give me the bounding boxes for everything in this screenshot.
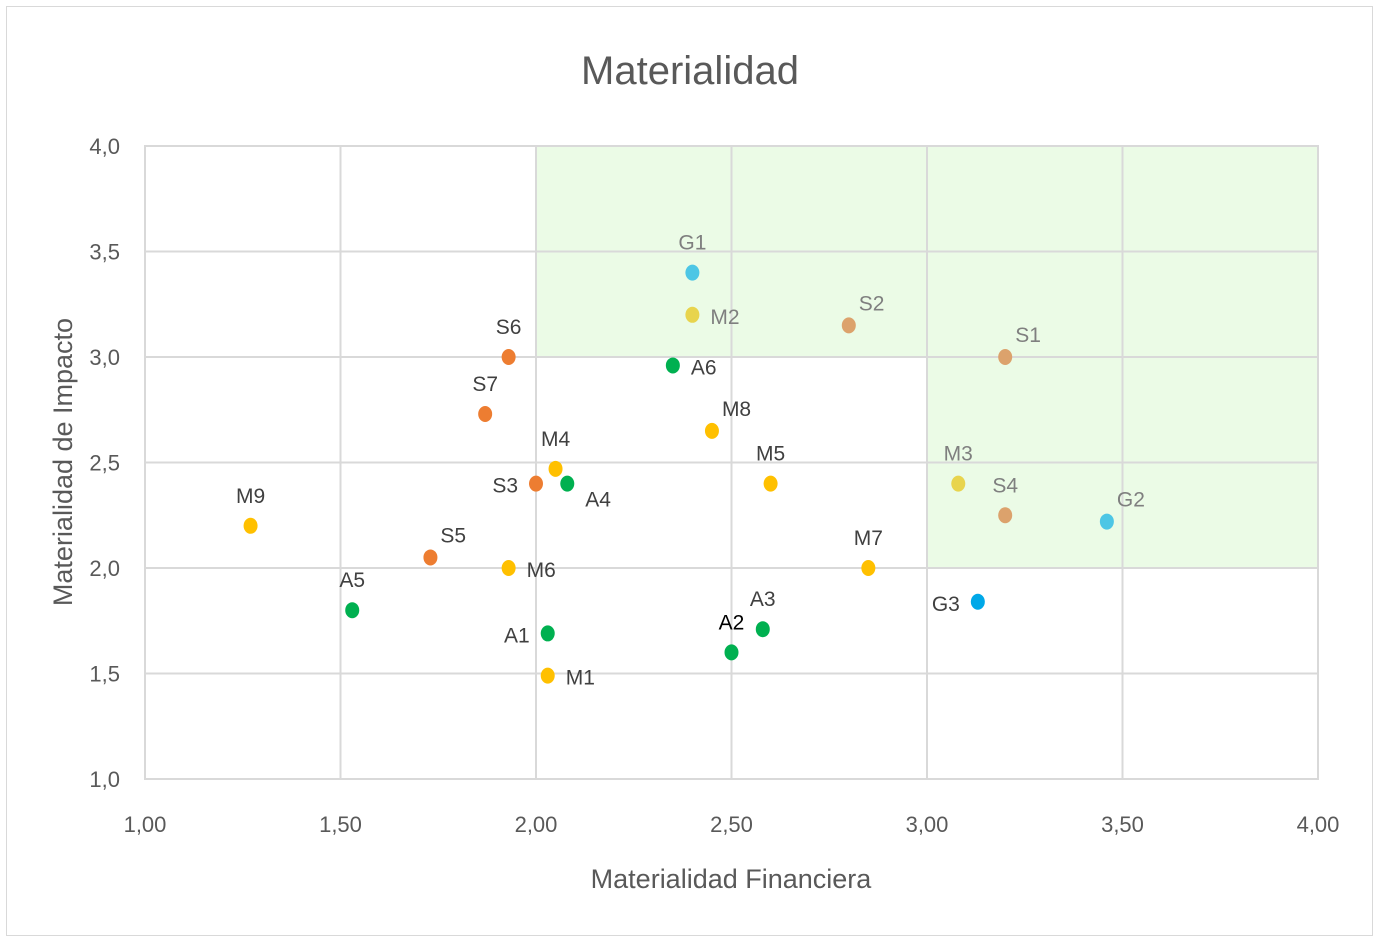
x-tick-label: 4,00 [1297,812,1340,837]
y-axis-title: Materialidad de Impacto [48,318,78,606]
point-s1 [998,349,1013,365]
point-a2 [724,644,739,661]
point-label-s5: S5 [440,524,466,547]
point-label-s2: S2 [859,292,885,315]
x-axis-title: Materialidad Financiera [591,864,873,894]
point-s4 [998,507,1013,524]
y-tick-label: 1,0 [89,767,120,792]
y-tick-label: 3,0 [89,345,120,370]
point-s2 [841,317,856,334]
point-g1 [685,264,700,281]
point-label-s1: S1 [1015,324,1041,347]
point-a3 [755,621,770,638]
point-label-s7: S7 [472,373,498,396]
chart-title: Materialidad [581,49,799,93]
y-tick-label: 1,5 [89,662,120,687]
point-s3 [529,475,543,492]
point-m2 [685,306,700,323]
point-label-m1: M1 [566,667,595,690]
grid-lines [145,146,1318,779]
point-m3 [951,475,966,492]
point-m8 [704,422,719,439]
point-a5 [345,602,360,619]
point-label-a6: A6 [691,356,717,379]
point-label-a5: A5 [339,569,365,592]
point-a1 [540,625,555,642]
point-label-m5: M5 [756,443,785,466]
point-label-s3: S3 [492,475,518,498]
point-g2 [1099,513,1114,530]
point-label-a3: A3 [750,588,776,611]
point-label-a2: A2 [719,611,745,634]
point-label-m9: M9 [236,485,265,508]
x-axis-ticks: 1,00 1,50 2,00 2,50 3,00 3,50 4,00 [124,812,1340,837]
point-label-g3: G3 [932,593,960,616]
point-label-m3: M3 [944,443,973,466]
y-tick-label: 3,5 [89,240,120,265]
y-axis-ticks: 1,0 1,5 2,0 2,5 3,0 3,5 4,0 [89,134,120,792]
point-m4 [548,460,563,477]
point-s5 [423,549,438,566]
point-label-m2: M2 [710,306,739,329]
x-tick-label: 1,00 [124,812,167,837]
point-g3 [970,593,985,610]
point-labels: G1 M2 S2 S1 S6 A6 S7 M8 M4 M5 S3 A4 M3 S4 G2 M9 S5 M6 M7 G3… [236,232,1145,690]
y-tick-label: 2,0 [89,556,120,581]
point-m6 [501,560,516,576]
x-tick-label: 1,50 [319,812,362,837]
point-label-s4: S4 [992,474,1018,497]
point-label-a4: A4 [585,489,611,512]
point-m7 [861,560,876,576]
point-label-s6: S6 [496,316,522,339]
x-tick-label: 2,50 [710,812,753,837]
point-a4 [560,475,575,492]
point-s6 [501,349,516,365]
point-label-g2: G2 [1117,489,1145,512]
x-tick-label: 2,00 [515,812,558,837]
data-points [243,264,1114,684]
point-label-m8: M8 [722,398,751,421]
point-a6 [665,357,680,374]
point-m9 [243,517,258,534]
x-tick-label: 3,50 [1101,812,1144,837]
point-label-g1: G1 [678,232,706,255]
y-tick-label: 2,5 [89,451,120,476]
plot-area-border [144,145,1319,780]
point-label-a1: A1 [504,624,530,647]
point-s7 [478,405,493,422]
point-m1 [540,667,555,684]
x-tick-label: 3,00 [906,812,949,837]
point-label-m6: M6 [527,559,556,582]
point-label-m4: M4 [541,428,570,451]
point-m5 [763,475,778,492]
point-label-m7: M7 [854,527,883,550]
y-tick-label: 4,0 [89,134,120,159]
